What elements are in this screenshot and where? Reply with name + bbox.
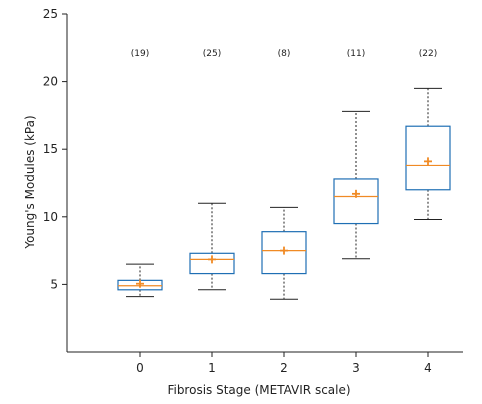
x-axis-title: Fibrosis Stage (METAVIR scale) [167, 383, 350, 397]
x-tick-label-4: 4 [424, 361, 432, 375]
plot-area: 5 10 15 20 25 0 1 2 3 4 (19) (25) (8) (11) (22) [43, 7, 463, 375]
x-tick-label-3: 3 [352, 361, 360, 375]
count-label-3: (11) [347, 49, 365, 59]
count-label-0: (19) [131, 49, 149, 59]
y-tick-label-10: 10 [43, 210, 58, 224]
box-2 [261, 231, 307, 275]
y-tick-label-5: 5 [50, 277, 58, 291]
y-tick-label-20: 20 [43, 75, 58, 89]
x-tick-label-2: 2 [280, 361, 288, 375]
y-tick-label-15: 15 [43, 142, 58, 156]
box-3 [333, 178, 379, 225]
count-label-1: (25) [203, 49, 221, 59]
y-axis-title: Young's Modules (kPa) [23, 115, 37, 249]
x-tick-label-1: 1 [208, 361, 216, 375]
box-4 [405, 125, 451, 191]
count-label-4: (22) [419, 49, 437, 59]
x-tick-label-0: 0 [136, 361, 144, 375]
box-1 [189, 252, 235, 275]
y-tick-label-25: 25 [43, 7, 58, 21]
count-label-2: (8) [278, 49, 291, 59]
